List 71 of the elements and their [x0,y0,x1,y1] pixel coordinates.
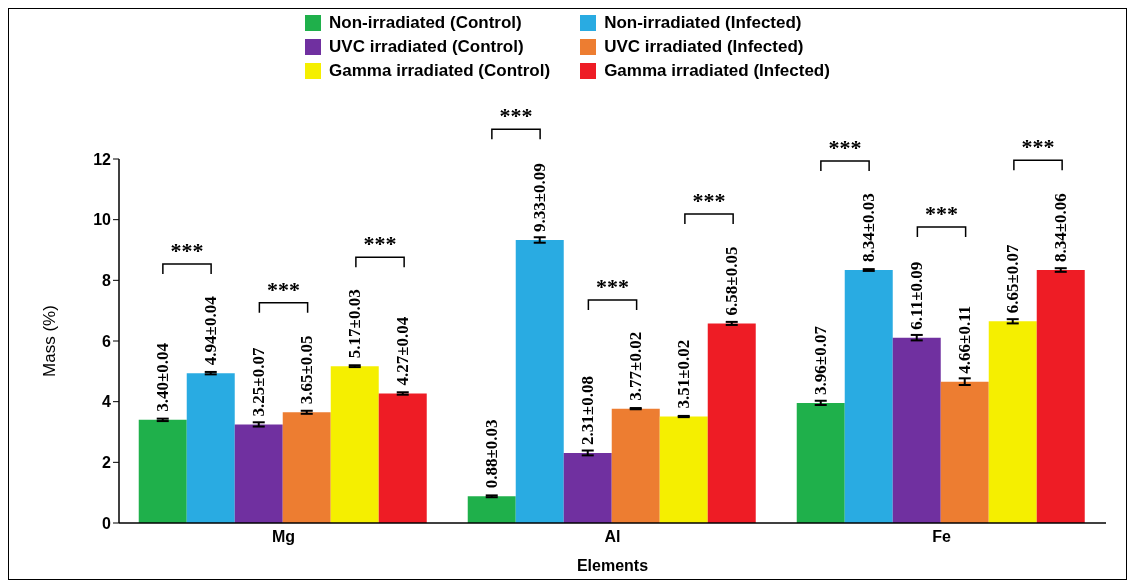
significance-bracket: *** [491,103,541,140]
bar [707,323,756,523]
significance-bracket: *** [916,200,967,238]
bar [796,402,845,523]
y-tick-label: 4 [102,393,112,411]
annotation: *** [925,200,958,226]
data-label: 6.11±0.09 [907,261,927,330]
bar [892,337,941,523]
legend-label: UVC irradiated (Infected) [604,37,804,57]
y-tick-label: 8 [102,272,112,290]
y-tick-label: 2 [102,454,112,472]
significance-bracket: *** [820,135,870,172]
x-tick-label: Mg [271,528,296,546]
data-label: 3.77±0.02 [626,331,646,401]
data-label: 5.17±0.03 [345,289,365,359]
data-label: 8.34±0.03 [859,193,879,263]
data-label: 6.65±0.07 [1003,243,1023,314]
x-tick-label: Fe [932,528,951,546]
data-label: 3.25±0.07 [249,347,269,417]
y-tick-label: 10 [93,211,112,229]
x-axis-title: Elements [576,557,649,574]
significance-bracket: *** [684,187,734,225]
bar [659,416,708,523]
annotation: *** [1021,134,1055,160]
significance-bracket: *** [1013,134,1063,171]
bar [467,496,516,523]
significance-bracket: *** [355,231,405,268]
data-label: 4.66±0.11 [955,305,975,374]
data-label: 9.33±0.09 [530,163,550,232]
data-label: 8.34±0.06 [1051,193,1071,263]
annotation: *** [596,274,629,300]
data-label: 3.40±0.04 [153,342,173,412]
data-label: 0.88±0.03 [482,419,502,489]
bar [844,270,893,523]
legend-label: Gamma irradiated (Control) [329,61,551,81]
y-tick-label: 12 [93,150,112,168]
annotation: *** [267,276,300,302]
legend-label: Non-irradiated (Control) [329,13,522,33]
bar [330,366,379,523]
bar [611,408,660,523]
y-tick-label: 6 [102,332,112,350]
bar [563,452,612,523]
data-label: 3.96±0.07 [811,325,831,395]
bar [515,239,564,523]
bar [186,373,235,523]
bar [940,381,989,523]
bar [988,321,1037,523]
bar [378,393,427,523]
data-label: 2.31±0.08 [578,376,598,445]
y-axis-title: Mass (%) [40,305,60,377]
bar [138,419,187,523]
data-label: 3.65±0.05 [297,335,317,405]
annotation: *** [170,237,204,263]
y-tick-label: 0 [102,514,112,532]
bar [1036,270,1085,523]
x-tick-label: Al [604,528,621,546]
data-label: 6.58±0.05 [722,246,742,316]
legend-label: Non-irradiated (Infected) [604,13,802,33]
legend-label: UVC irradiated (Control) [329,37,524,57]
data-label: 4.27±0.04 [393,316,413,386]
data-label: 3.51±0.02 [674,339,694,409]
significance-bracket: *** [587,274,638,311]
significance-bracket: *** [162,237,212,275]
data-label: 4.94±0.04 [201,295,221,366]
legend-label: Gamma irradiated (Infected) [604,61,830,81]
annotation: *** [363,231,397,257]
annotation: *** [828,135,862,161]
bar [234,424,283,523]
bar [282,412,331,523]
annotation: *** [692,187,726,213]
significance-bracket: *** [258,276,309,314]
